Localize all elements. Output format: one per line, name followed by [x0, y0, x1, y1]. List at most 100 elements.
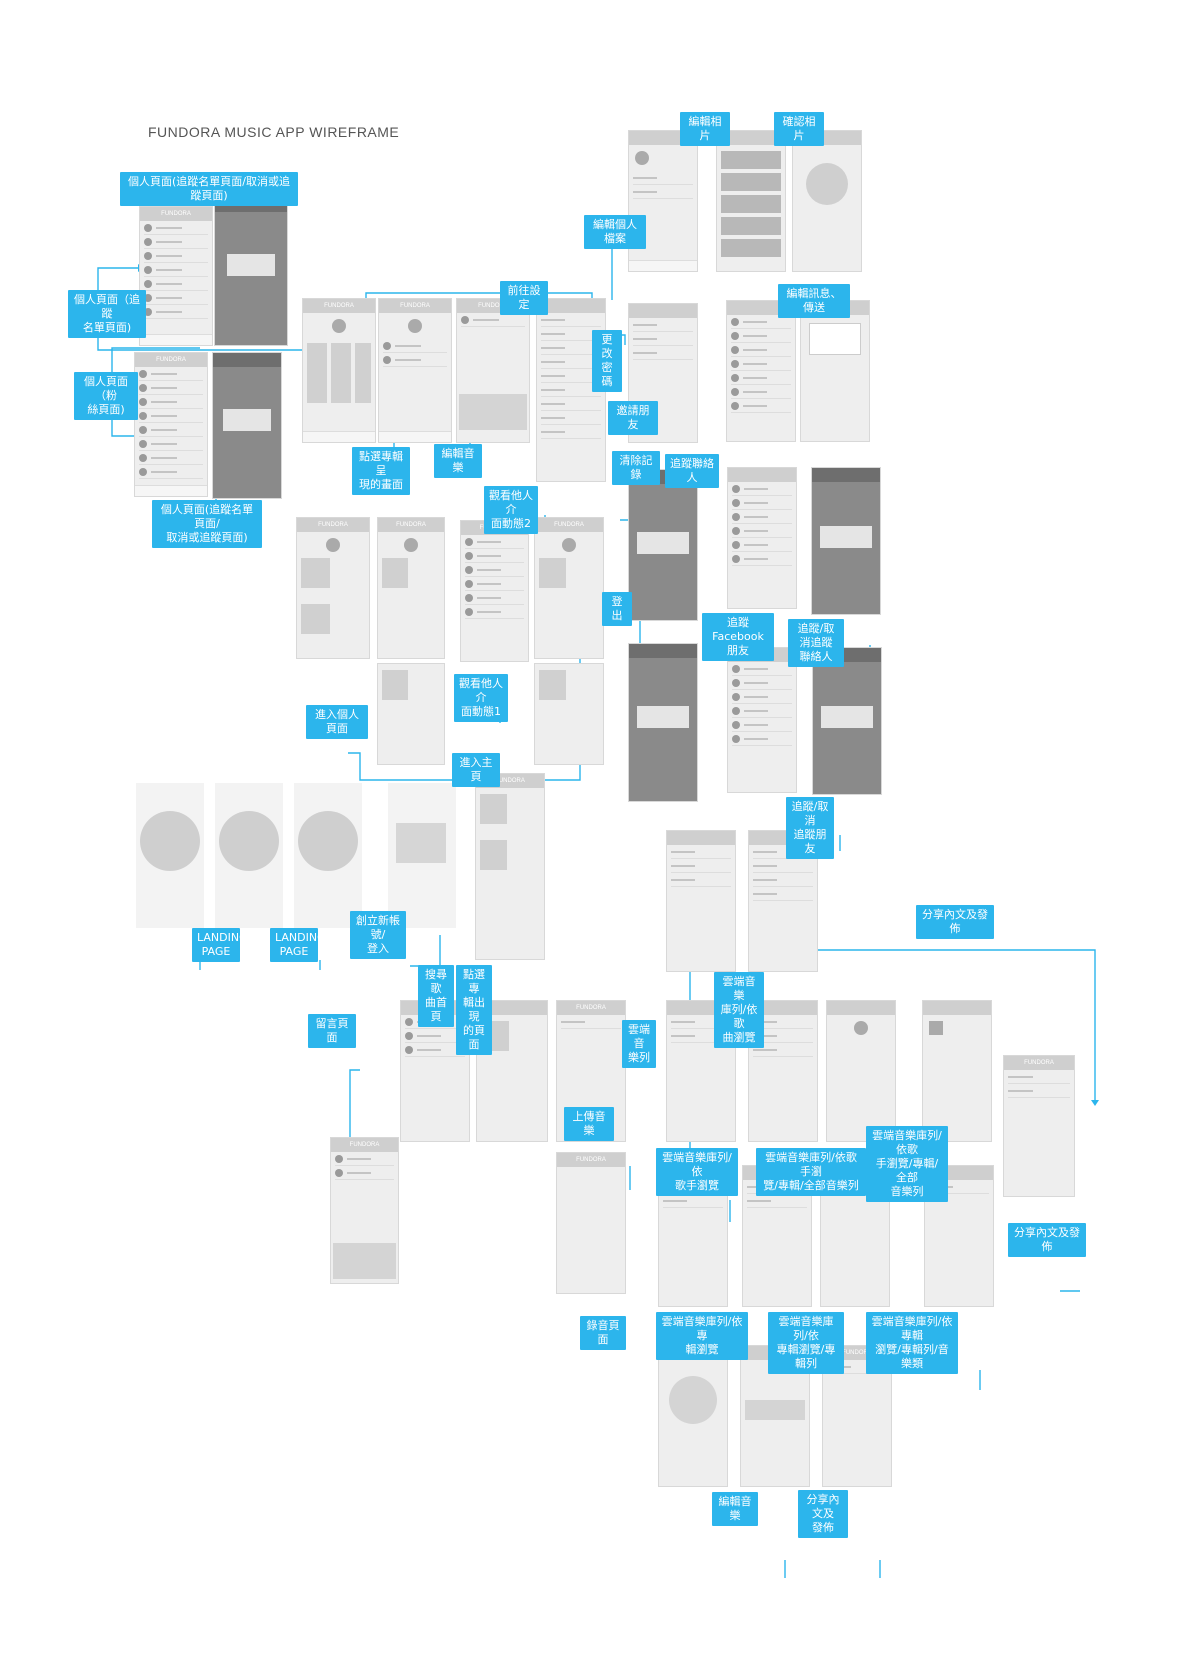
note-label: 邀請朋友 — [608, 401, 658, 435]
screen-facebook-dialog — [812, 647, 882, 795]
screen-header: FUNDORA — [557, 1153, 625, 1167]
note-label: 編輯音樂 — [712, 1492, 758, 1526]
note-label: 雲端音 樂列 — [622, 1020, 656, 1068]
screen-photo-grid — [716, 130, 786, 272]
note-label: 追蹤Facebook 朋友 — [702, 613, 774, 661]
note-label: LANDING PAGE — [270, 928, 326, 962]
screen-header: FUNDORA — [135, 353, 207, 367]
note-label: 清除記錄 — [612, 451, 660, 485]
note-label: 留言頁面 — [308, 1014, 356, 1048]
note-label: 創立新帳號/ 登入 — [350, 911, 406, 959]
note-label: 個人頁面（粉 絲頁面) — [74, 372, 138, 420]
screen-album-detail: FUNDORA — [378, 298, 452, 443]
landing-page-3 — [294, 783, 362, 928]
note-label: 雲端音樂庫列/依歌 手瀏覽/專輯/全部 音樂列 — [866, 1126, 948, 1202]
connector — [1020, 949, 1096, 1100]
note-label: 登出 — [602, 592, 632, 626]
note-label: 雲端音樂 庫列/依歌 曲瀏覽 — [714, 972, 764, 1048]
screen-cloud-list — [666, 1000, 736, 1142]
screen-comments: FUNDORA — [330, 1137, 399, 1284]
note-label: 進入個人頁面 — [306, 705, 368, 739]
screen-others-feed-scroll — [534, 663, 604, 765]
diagram-title: FUNDORA MUSIC APP WIREFRAME — [148, 124, 400, 140]
screen-header: FUNDORA — [535, 518, 603, 532]
note-label: 編輯訊息、傳送 — [778, 284, 850, 318]
screen-cloud-all-music — [922, 1000, 992, 1142]
screen-header: FUNDORA — [557, 1001, 625, 1015]
note-label: 上傳音樂 — [564, 1107, 614, 1141]
screen-record: FUNDORA — [658, 1345, 728, 1487]
landing-page-2 — [215, 783, 283, 928]
screen-cloud-library-1 — [666, 830, 736, 972]
note-label: LANDING PAGE — [192, 928, 248, 962]
connector — [794, 949, 1020, 960]
note-label: 個人頁面（追蹤 名單頁面) — [68, 290, 146, 338]
note-label: 雲端音樂庫列/依專輯 瀏覽/專輯列/音樂類 — [866, 1312, 958, 1374]
screen-unfollow-dialog — [214, 197, 288, 346]
screen-fans-dialog — [212, 352, 282, 499]
screen-feed-scroll — [377, 663, 445, 765]
screen-upload-folders: FUNDORA — [556, 1152, 626, 1294]
screen-cloud-artist-albums — [826, 1000, 896, 1142]
connector — [410, 935, 441, 967]
note-label: 分享內文及發佈 — [1008, 1223, 1086, 1257]
login-page — [388, 783, 456, 928]
note-label: 編輯相片 — [680, 112, 730, 146]
note-label: 編輯個人檔案 — [584, 215, 646, 249]
note-label: 點選專 輯出現 的頁面 — [456, 965, 492, 1055]
screen-cloud-artists — [748, 1000, 818, 1142]
screen-header: FUNDORA — [297, 518, 369, 532]
screen-profile: FUNDORA — [302, 298, 376, 443]
screen-fans-list: FUNDORA — [134, 352, 208, 497]
screen-home-feed: FUNDORA — [475, 773, 545, 960]
screen-header: FUNDORA — [140, 207, 212, 221]
screen-share-post-1: FUNDORA — [1003, 1055, 1075, 1197]
note-label: 追蹤聯絡人 — [665, 454, 719, 488]
screen-contacts — [726, 300, 796, 442]
connector — [97, 267, 138, 295]
landing-page-1 — [136, 783, 204, 928]
screen-confirm-photo — [792, 130, 862, 272]
note-label: 前往設定 — [500, 281, 548, 315]
note-label: 編輯音樂 — [434, 444, 482, 478]
screen-header: FUNDORA — [379, 299, 451, 313]
arrowhead — [1091, 1100, 1099, 1106]
screen-change-password — [628, 303, 698, 443]
screen-others-feed: FUNDORA — [534, 517, 604, 659]
screen-send-message — [800, 300, 870, 442]
note-label: 觀看他人介 面動態2 — [484, 486, 538, 534]
note-label: 雲端音樂庫列/依 歌手瀏覽 — [656, 1148, 738, 1196]
note-label: 雲端音樂庫列/依歌手瀏 覽/專輯/全部音樂列 — [756, 1148, 866, 1196]
screen-header: FUNDORA — [331, 1138, 398, 1152]
note-label: 個人頁面(追蹤名單頁面/取消或追蹤頁面) — [120, 172, 298, 206]
screen-header: FUNDORA — [1004, 1056, 1074, 1070]
note-label: 搜尋歌 曲首頁 — [418, 965, 454, 1027]
screen-edit-profile — [628, 130, 698, 272]
note-label: 追蹤/取消追蹤 聯絡人 — [788, 619, 844, 667]
screen-header: FUNDORA — [378, 518, 444, 532]
note-label: 分享內文及 發佈 — [798, 1490, 848, 1538]
screen-following-list: FUNDORA — [139, 206, 213, 346]
screen-facebook-friends — [727, 647, 797, 793]
screen-feed-2: FUNDORA — [377, 517, 445, 659]
screen-follow-contacts-dialog — [811, 467, 881, 615]
note-label: 錄音頁面 — [580, 1316, 626, 1350]
note-label: 確認相片 — [774, 112, 824, 146]
screen-header: FUNDORA — [303, 299, 375, 313]
screen-clear-history — [628, 469, 698, 621]
note-label: 雲端音樂庫列/依專 輯瀏覽 — [656, 1312, 748, 1360]
note-label: 分享內文及發佈 — [916, 905, 994, 939]
screen-follow-contacts — [727, 467, 797, 609]
note-label: 點選專輯呈 現的畫面 — [352, 447, 410, 495]
screen-logout — [628, 643, 698, 802]
connector — [97, 335, 310, 351]
note-label: 進入主頁 — [452, 753, 500, 787]
note-label: 雲端音樂庫列/依 專輯瀏覽/專輯列 — [768, 1312, 844, 1374]
note-label: 觀看他人介 面動態1 — [454, 674, 508, 722]
screen-others-list: FUNDORA — [460, 520, 529, 662]
screen-feed-1: FUNDORA — [296, 517, 370, 659]
screen-edit-music: FUNDORA — [456, 298, 530, 443]
note-label: 更改 密碼 — [592, 330, 622, 392]
note-label: 個人頁面(追蹤名單頁面/ 取消或追蹤頁面) — [152, 500, 262, 548]
note-label: 追蹤/取消 追蹤朋友 — [786, 797, 834, 859]
